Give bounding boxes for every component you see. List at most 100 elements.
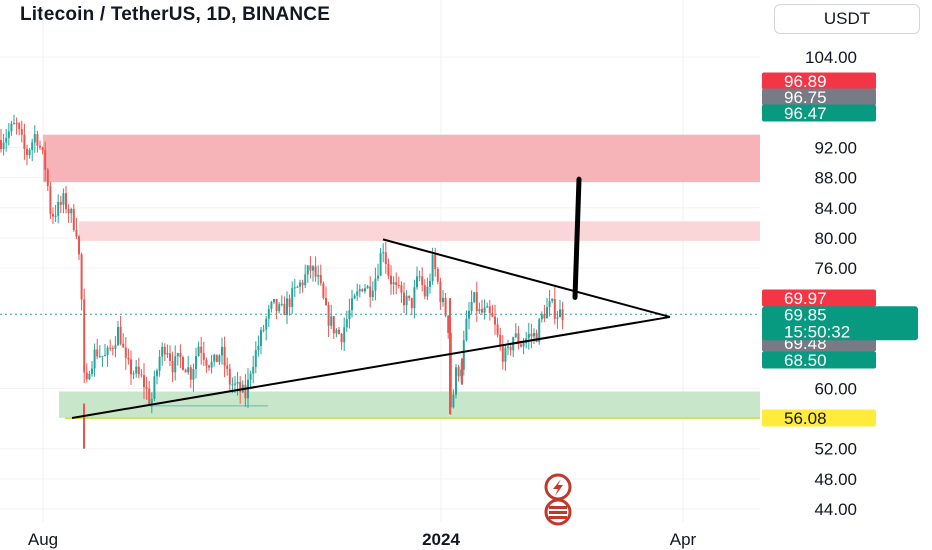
candle-up (210, 361, 213, 368)
candle-up (413, 287, 416, 309)
candle-up (468, 310, 470, 319)
candle-up (504, 347, 507, 362)
candle-down (408, 295, 411, 299)
candle-up (405, 295, 408, 306)
candle-up (483, 307, 486, 313)
candle-down (288, 298, 291, 307)
countdown-timer: 15:50:32 (784, 322, 850, 341)
icons-layer (544, 473, 572, 526)
candle-up (486, 306, 489, 308)
candle-up (57, 201, 60, 216)
candle-down (26, 148, 28, 156)
projection-arrow (572, 176, 582, 300)
candle-down (309, 265, 312, 271)
flag-stripe (549, 516, 567, 519)
price-tick-label: 48.00 (814, 470, 857, 489)
candle-down (169, 353, 171, 361)
price-axis[interactable]: 104.00 92.00 88.00 84.00 80.00 76.00 60.00 52.0… (762, 48, 918, 519)
candle-down (395, 282, 398, 286)
upper-zone (79, 221, 760, 241)
price-label-badge (762, 72, 876, 90)
candle-down (148, 388, 151, 404)
candle-up (540, 314, 543, 320)
candle-up (158, 356, 161, 371)
candle-up (13, 123, 15, 125)
candle-down (182, 357, 184, 370)
candle-up (416, 276, 418, 288)
candle-down (387, 264, 390, 276)
candle-down (384, 252, 387, 265)
candle-down (143, 375, 145, 388)
candle-down (145, 387, 148, 389)
candle-down (457, 367, 460, 377)
candle-up (478, 309, 481, 312)
candle-down (15, 123, 18, 125)
candle-up (252, 366, 255, 374)
candle-down (369, 286, 372, 298)
candle-down (501, 345, 504, 362)
price-tick-label: 80.00 (814, 229, 857, 248)
candle-up (462, 340, 465, 370)
price-tick-label: 88.00 (814, 169, 857, 188)
candle-down (325, 298, 327, 306)
candle-up (236, 382, 239, 384)
candle-up (280, 303, 283, 305)
candle-down (202, 352, 205, 360)
candle-up (93, 349, 96, 369)
time-tick-label: 2024 (422, 530, 460, 549)
candle-up (234, 383, 236, 385)
candle-down (509, 346, 512, 351)
time-tick-label: Aug (28, 530, 58, 549)
candle-up (106, 347, 109, 356)
candle-up (358, 289, 361, 292)
price-label-text: 96.75 (784, 88, 827, 107)
triangle-lower-trendline (71, 315, 671, 419)
candle-up (551, 298, 554, 302)
candle-down (65, 193, 67, 210)
candle-up (5, 137, 8, 143)
candle-down (332, 316, 335, 334)
price-label-badge (762, 409, 876, 427)
zones-layer (43, 134, 760, 419)
candle-down (171, 360, 174, 373)
candle-down (390, 275, 392, 285)
price-tick-label: 92.00 (814, 139, 857, 158)
price-label-text: 56.08 (784, 409, 827, 428)
candle-up (176, 353, 179, 357)
candle-up (257, 346, 260, 350)
candle-down (517, 333, 520, 345)
candle-up (317, 274, 320, 277)
candle-down (228, 368, 231, 385)
candle-down (444, 297, 447, 316)
candle-up (364, 288, 366, 292)
price-tick-label: 52.00 (814, 440, 857, 459)
candle-up (31, 142, 34, 150)
candle-up (218, 355, 221, 363)
candle-up (114, 345, 117, 349)
candle-up (135, 366, 138, 374)
candle-down (46, 169, 49, 187)
candle-down (208, 365, 210, 368)
time-axis[interactable]: Aug 2024 Apr (28, 530, 697, 549)
candle-down (338, 329, 340, 334)
candle-down (124, 347, 127, 358)
candle-up (533, 333, 535, 337)
candle-up (270, 302, 273, 309)
currency-button[interactable]: USDT (774, 4, 920, 34)
candle-up (353, 295, 356, 299)
candle-up (442, 297, 444, 303)
candle-up (429, 281, 431, 287)
candle-down (127, 357, 130, 360)
candle-up (132, 373, 135, 375)
candle-down (41, 147, 44, 150)
candle-up (286, 298, 288, 315)
candle-down (423, 285, 426, 297)
lightning-bolt (553, 479, 563, 496)
candle-down (439, 281, 442, 303)
candle-down (75, 229, 78, 237)
candle-up (267, 308, 270, 319)
candle-up (304, 274, 307, 286)
candle-up (527, 333, 530, 339)
candle-down (23, 134, 26, 149)
